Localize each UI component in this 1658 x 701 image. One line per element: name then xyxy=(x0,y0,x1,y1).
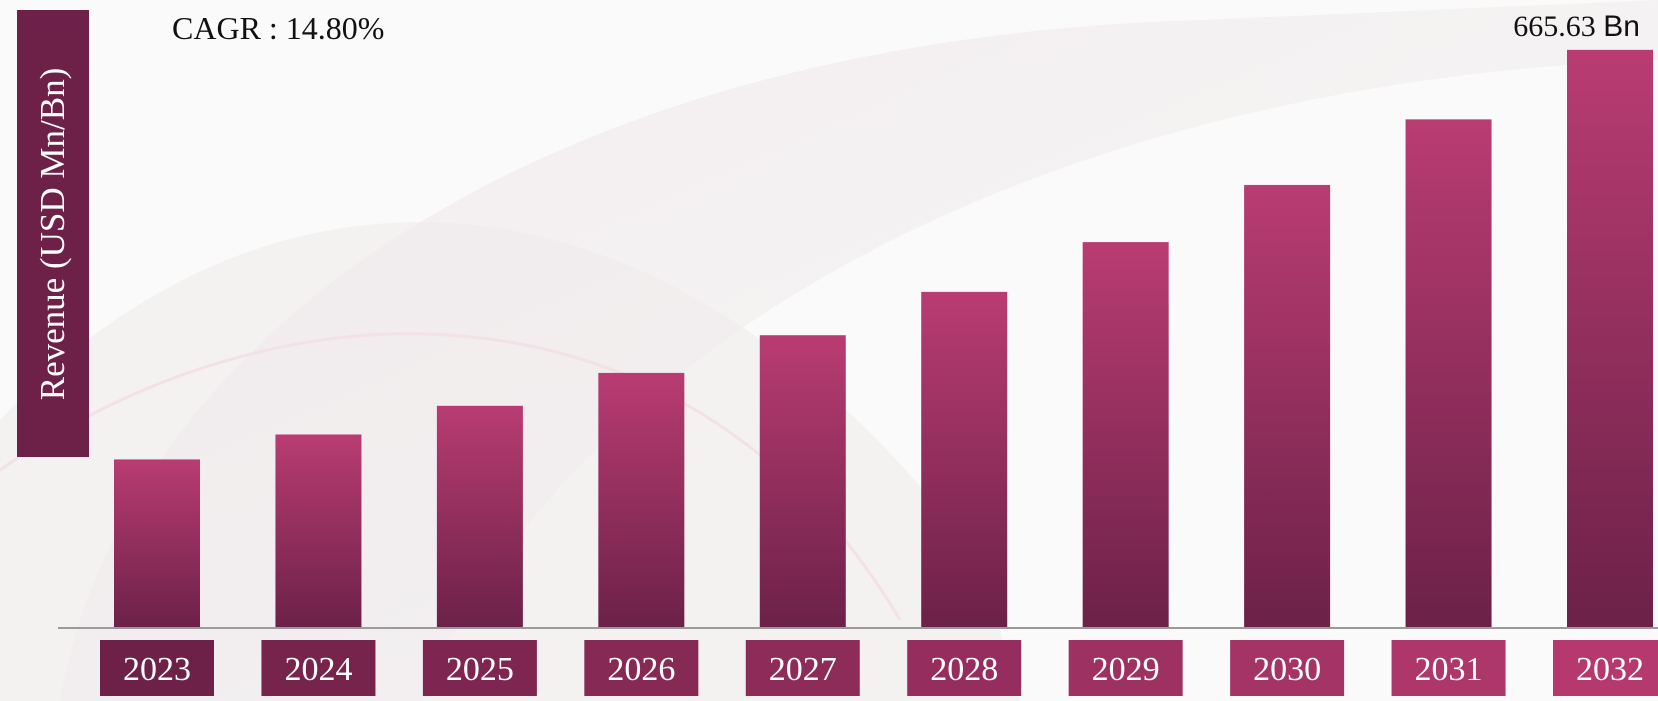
y-axis-label-box: Revenue (USD Mn/Bn) xyxy=(17,10,89,457)
x-tick-label-2030: 2030 xyxy=(1253,651,1321,688)
bar-2032 xyxy=(1567,49,1653,629)
bar-2029 xyxy=(1082,242,1169,628)
end-value-number: 665.63 xyxy=(1513,10,1596,43)
end-value-unit: Bn xyxy=(1603,10,1640,43)
cagr-annotation: CAGR : 14.80% xyxy=(172,10,385,46)
x-tick-box-2024 xyxy=(261,640,376,696)
end-value-annotation: 665.63 Bn xyxy=(1513,10,1640,44)
bar-2025 xyxy=(436,405,523,628)
bar-2027 xyxy=(759,335,846,628)
x-tick-box-2032 xyxy=(1553,640,1658,696)
x-tick-box-2029 xyxy=(1068,640,1183,696)
x-tick-label-2024: 2024 xyxy=(284,651,352,688)
x-tick-label-2027: 2027 xyxy=(769,651,837,688)
x-tick-label-2026: 2026 xyxy=(607,651,675,688)
x-tick-box-2023 xyxy=(100,640,214,696)
x-tick-box-2028 xyxy=(907,640,1022,696)
x-tick-box-2027 xyxy=(745,640,860,696)
bar-2031 xyxy=(1405,119,1492,629)
x-tick-box-2031 xyxy=(1391,640,1506,696)
bar-2028 xyxy=(921,291,1008,628)
bar-2023 xyxy=(114,459,200,628)
x-tick-label-2023: 2023 xyxy=(123,651,191,688)
x-tick-label-2032: 2032 xyxy=(1576,651,1644,688)
y-axis-label: Revenue (USD Mn/Bn) xyxy=(33,67,72,400)
x-tick-label-2028: 2028 xyxy=(930,651,998,688)
x-tick-label-2029: 2029 xyxy=(1092,651,1160,688)
x-tick-box-2025 xyxy=(422,640,537,696)
bar-2026 xyxy=(598,372,685,628)
bar-2024 xyxy=(275,434,362,628)
x-tick-box-2030 xyxy=(1230,640,1345,696)
x-tick-box-2026 xyxy=(584,640,699,696)
bar-2030 xyxy=(1244,184,1331,628)
x-tick-label-2025: 2025 xyxy=(446,651,514,688)
x-tick-label-2031: 2031 xyxy=(1415,651,1483,688)
